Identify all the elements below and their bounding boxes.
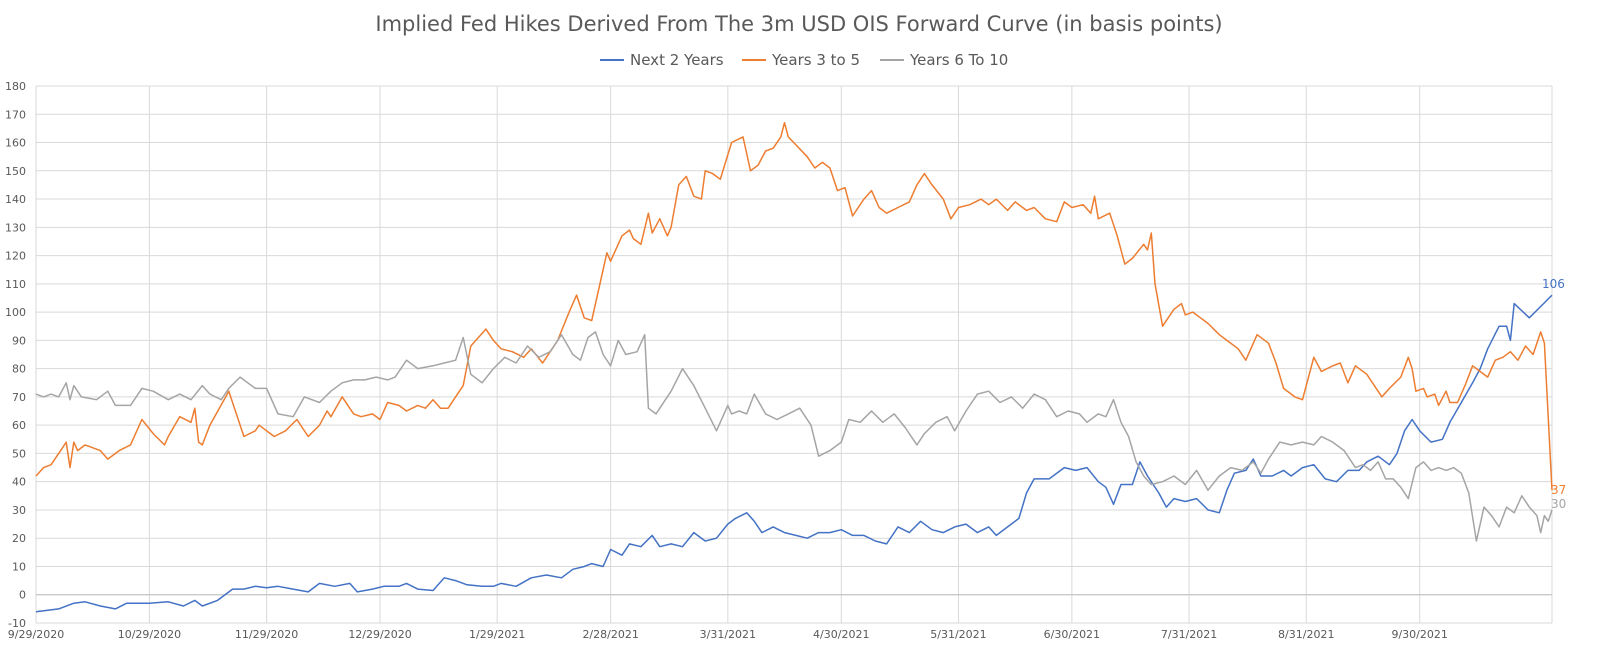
x-tick-label: 9/30/2021 bbox=[1391, 628, 1447, 641]
x-tick-label: 6/30/2021 bbox=[1044, 628, 1100, 641]
x-tick-label: 3/31/2021 bbox=[700, 628, 756, 641]
y-tick-label: 170 bbox=[5, 108, 26, 121]
y-tick-label: 10 bbox=[12, 560, 26, 573]
axes: -10 0 10 20 30 40 50 60 70 80 90 100 110 120 130 140 150… bbox=[5, 80, 1552, 641]
legend-label-years-6-to-10: Years 6 To 10 bbox=[909, 51, 1008, 69]
series-line-years-6-to-10 bbox=[35, 331, 1553, 542]
y-tick-label: 90 bbox=[12, 334, 26, 347]
legend-item-next-2-years: Next 2 Years bbox=[600, 51, 724, 69]
x-tick-label: 12/29/2020 bbox=[348, 628, 411, 641]
y-tick-label: 80 bbox=[12, 363, 26, 376]
y-tick-label: 50 bbox=[12, 447, 26, 460]
x-tick-label: 1/29/2021 bbox=[469, 628, 525, 641]
y-tick-label: 40 bbox=[12, 476, 26, 489]
series-lines bbox=[35, 121, 1553, 613]
legend-item-years-3-to-5: Years 3 to 5 bbox=[742, 51, 860, 69]
x-tick-label: 10/29/2020 bbox=[118, 628, 181, 641]
x-tick-label: 7/31/2021 bbox=[1161, 628, 1217, 641]
y-tick-label: 20 bbox=[12, 532, 26, 545]
y-tick-label: 120 bbox=[5, 250, 26, 263]
y-tick-label: 60 bbox=[12, 419, 26, 432]
y-tick-label: 100 bbox=[5, 306, 26, 319]
legend: Next 2 Years Years 3 to 5 Years 6 To 10 bbox=[600, 51, 1008, 69]
x-tick-label: 8/31/2021 bbox=[1278, 628, 1334, 641]
series-line-years-3-to-5 bbox=[35, 121, 1553, 491]
x-tick-label: 11/29/2020 bbox=[235, 628, 298, 641]
y-tick-label: -10 bbox=[8, 617, 26, 630]
y-tick-label: 150 bbox=[5, 165, 26, 178]
end-label-years-3-to-5: 37 bbox=[1551, 483, 1566, 497]
y-tick-label: 130 bbox=[5, 221, 26, 234]
x-tick-label: 2/28/2021 bbox=[582, 628, 638, 641]
x-tick-label: 9/29/2020 bbox=[8, 628, 64, 641]
y-tick-label: 30 bbox=[12, 504, 26, 517]
end-label-next-2-years: 106 bbox=[1542, 277, 1565, 291]
legend-label-next-2-years: Next 2 Years bbox=[630, 51, 724, 69]
legend-label-years-3-to-5: Years 3 to 5 bbox=[771, 51, 860, 69]
x-tick-label: 4/30/2021 bbox=[813, 628, 869, 641]
end-label-years-6-to-10: 30 bbox=[1551, 497, 1566, 511]
y-tick-label: 160 bbox=[5, 137, 26, 150]
x-tick-label: 5/31/2021 bbox=[930, 628, 986, 641]
series-line-next-2-years bbox=[35, 294, 1553, 613]
gridlines bbox=[35, 85, 1553, 624]
y-tick-label: 140 bbox=[5, 193, 26, 206]
chart-title: Implied Fed Hikes Derived From The 3m US… bbox=[375, 12, 1222, 36]
y-tick-label: 0 bbox=[19, 589, 26, 602]
y-tick-label: 110 bbox=[5, 278, 26, 291]
y-tick-label: 180 bbox=[5, 80, 26, 93]
legend-item-years-6-to-10: Years 6 To 10 bbox=[880, 51, 1008, 69]
y-tick-label: 70 bbox=[12, 391, 26, 404]
